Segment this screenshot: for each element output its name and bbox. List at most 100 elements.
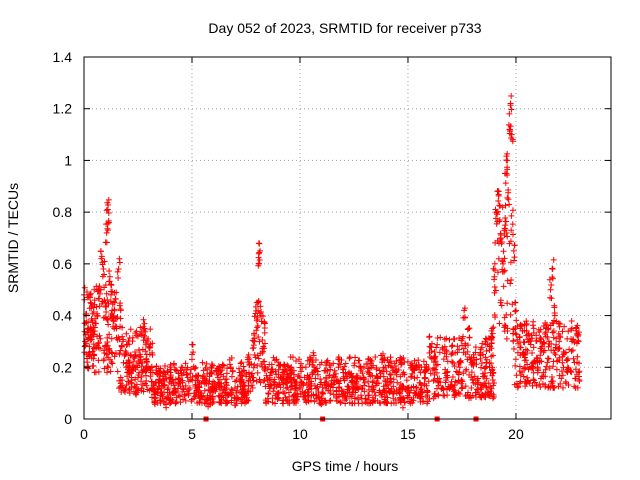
data-point	[443, 335, 450, 342]
data-point	[504, 194, 511, 201]
data-point	[241, 382, 248, 389]
data-point	[153, 363, 160, 370]
data-point	[253, 327, 260, 334]
data-point	[489, 372, 496, 379]
data-point	[520, 373, 527, 380]
data-point	[337, 399, 344, 406]
data-point	[86, 305, 93, 312]
data-point	[205, 403, 212, 410]
data-point	[456, 364, 463, 371]
data-point	[555, 330, 562, 337]
data-point	[512, 362, 519, 369]
data-point	[551, 384, 558, 391]
grid	[84, 57, 611, 419]
data-point	[203, 397, 210, 404]
data-point	[507, 123, 514, 130]
data-point	[559, 328, 566, 335]
data-point	[518, 323, 525, 330]
data-point	[448, 343, 455, 350]
data-point	[247, 388, 254, 395]
data-point	[382, 396, 389, 403]
data-point	[521, 364, 528, 371]
data-point	[338, 356, 345, 363]
data-point	[543, 324, 550, 331]
data-point	[477, 349, 484, 356]
data-point	[275, 389, 282, 396]
data-point	[335, 378, 342, 385]
data-point	[138, 378, 145, 385]
data-point	[228, 386, 235, 393]
data-point	[549, 274, 556, 281]
data-point	[411, 375, 418, 382]
data-point	[214, 365, 221, 372]
data-point	[576, 376, 583, 383]
data-point	[524, 378, 531, 385]
data-point	[469, 359, 476, 366]
data-point	[139, 359, 146, 366]
data-point	[517, 321, 524, 328]
data-point	[180, 386, 187, 393]
data-point	[452, 391, 459, 398]
data-point	[424, 366, 431, 373]
data-point	[209, 394, 216, 401]
data-point	[323, 358, 330, 365]
data-point	[291, 393, 298, 400]
data-point	[118, 342, 125, 349]
data-point	[255, 240, 262, 247]
data-point	[390, 383, 397, 390]
data-point	[314, 371, 321, 378]
data-point	[245, 351, 252, 358]
data-point	[227, 365, 234, 372]
data-point	[462, 351, 469, 358]
data-point	[531, 379, 538, 386]
data-point	[137, 354, 144, 361]
data-point	[348, 374, 355, 381]
data-point	[159, 378, 166, 385]
data-point	[483, 363, 490, 370]
data-point	[261, 319, 268, 326]
x-tick-label: 0	[80, 426, 88, 442]
data-point	[451, 336, 458, 343]
data-point	[516, 380, 523, 387]
data-point	[373, 364, 380, 371]
data-point	[236, 369, 243, 376]
data-point	[85, 318, 92, 325]
data-point	[270, 388, 277, 395]
data-point	[557, 334, 564, 341]
data-point	[563, 367, 570, 374]
data-point	[452, 378, 459, 385]
data-point	[111, 299, 118, 306]
data-point	[413, 384, 420, 391]
data-point	[322, 385, 329, 392]
data-point	[340, 375, 347, 382]
data-point	[125, 378, 132, 385]
data-point	[256, 256, 263, 263]
data-point	[189, 377, 196, 384]
data-point	[556, 338, 563, 345]
data-point	[96, 290, 103, 297]
data-point	[196, 399, 203, 406]
data-point	[210, 385, 217, 392]
data-point	[274, 390, 281, 397]
data-point	[564, 368, 571, 375]
data-point	[214, 380, 221, 387]
data-point	[293, 357, 300, 364]
data-point	[232, 395, 239, 402]
data-point	[477, 386, 484, 393]
data-point	[516, 333, 523, 340]
data-point	[437, 334, 444, 341]
data-point	[259, 345, 266, 352]
data-point	[483, 348, 490, 355]
data-point	[549, 329, 556, 336]
data-point	[491, 276, 498, 283]
data-point	[119, 324, 126, 331]
data-point	[113, 323, 120, 330]
data-point	[398, 356, 405, 363]
data-point	[196, 399, 203, 406]
data-point	[261, 358, 268, 365]
data-point	[379, 394, 386, 401]
data-point	[253, 378, 260, 385]
data-point	[415, 357, 422, 364]
data-point	[572, 375, 579, 382]
data-point	[478, 344, 485, 351]
